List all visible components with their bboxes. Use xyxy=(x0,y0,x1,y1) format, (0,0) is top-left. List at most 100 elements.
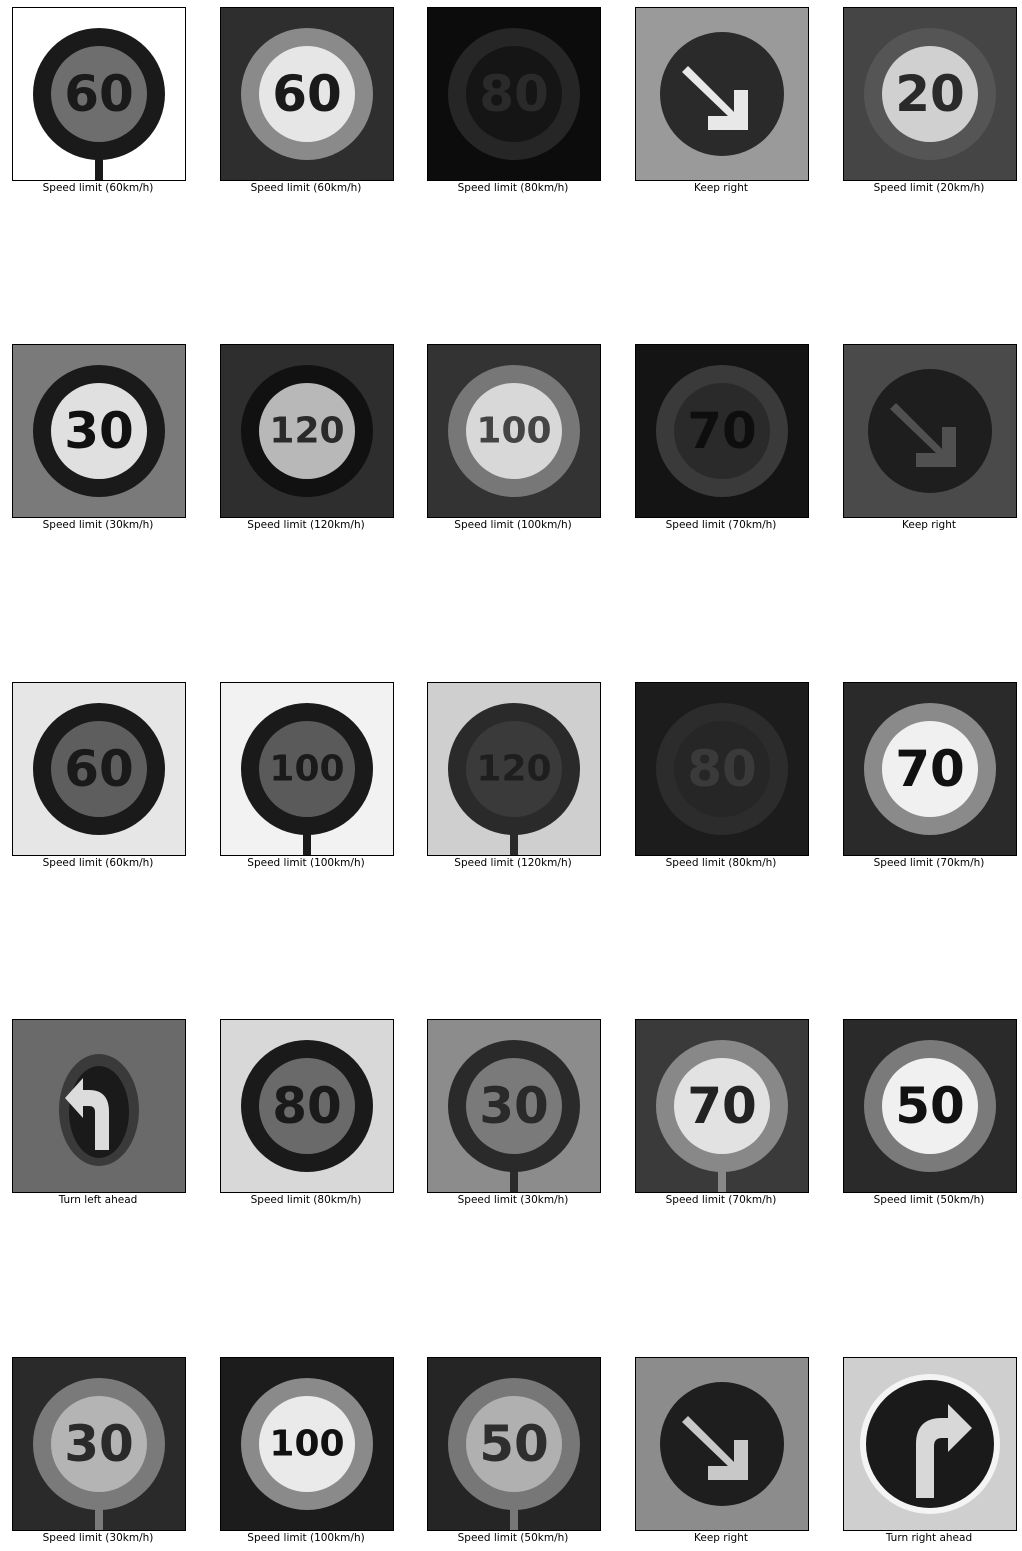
sign-disc xyxy=(868,369,992,493)
sign-face xyxy=(51,46,147,142)
sign-image: 120 xyxy=(427,682,601,856)
sign-label: Keep right xyxy=(694,1532,748,1544)
sign-pole xyxy=(718,1160,726,1192)
sign-face xyxy=(259,1396,355,1492)
sign-image: 60 xyxy=(12,682,186,856)
sign-face xyxy=(882,46,978,142)
sign-label: Speed limit (30km/h) xyxy=(42,1532,154,1544)
sign-pole xyxy=(510,1498,518,1530)
sign-image: 30 xyxy=(12,1357,186,1531)
sign-image xyxy=(843,344,1017,518)
sign-label: Speed limit (30km/h) xyxy=(42,519,154,531)
sign-label: Turn right ahead xyxy=(885,1532,973,1544)
sign-image: 100 xyxy=(427,344,601,518)
sign-image-cell: 120 Speed limit (120km/h) xyxy=(208,337,408,537)
sign-pole xyxy=(510,823,518,855)
traffic-sign: 80 xyxy=(656,703,788,835)
sign-number: 120 xyxy=(269,411,344,452)
sign-label: Speed limit (100km/h) xyxy=(247,857,365,869)
traffic-sign: 60 xyxy=(33,703,165,835)
sign-image-cell: Turn right ahead xyxy=(831,1350,1022,1550)
arrow-down-right-icon xyxy=(682,66,748,130)
sign-label: Speed limit (80km/h) xyxy=(457,182,569,194)
sign-number: 100 xyxy=(476,411,551,452)
arrow-down-right-icon xyxy=(890,403,956,467)
sign-image-cell: 70 Speed limit (70km/h) xyxy=(623,1012,823,1212)
traffic-sign xyxy=(660,32,784,156)
sign-image-cell: Turn left ahead xyxy=(0,1012,200,1212)
sign-label: Speed limit (60km/h) xyxy=(250,182,362,194)
traffic-sign: 30 xyxy=(33,1378,165,1510)
sign-image: 70 xyxy=(635,1019,809,1193)
sign-label: Speed limit (120km/h) xyxy=(454,857,572,869)
sign-image-cell: 30 Speed limit (30km/h) xyxy=(0,337,200,537)
traffic-sign: 100 xyxy=(241,1378,373,1510)
sign-number: 60 xyxy=(64,65,134,123)
sign-number: 100 xyxy=(269,1424,344,1465)
sign-number: 120 xyxy=(476,749,551,790)
traffic-sign: 50 xyxy=(448,1378,580,1510)
sign-image-cell: 60 Speed limit (60km/h) xyxy=(0,675,200,875)
sign-face xyxy=(259,383,355,479)
sign-image-cell: 120 Speed limit (120km/h) xyxy=(415,675,615,875)
sign-image: 70 xyxy=(635,344,809,518)
sign-number: 80 xyxy=(687,740,757,798)
sign-number: 60 xyxy=(272,65,342,123)
sign-label: Speed limit (60km/h) xyxy=(42,182,154,194)
sign-image: 60 xyxy=(220,7,394,181)
sign-disc xyxy=(660,1382,784,1506)
sign-label: Speed limit (70km/h) xyxy=(665,519,777,531)
traffic-sign: 60 xyxy=(241,28,373,160)
sign-pole xyxy=(303,823,311,855)
sign-face xyxy=(674,1058,770,1154)
sign-image xyxy=(635,1357,809,1531)
traffic-sign: 120 xyxy=(448,703,580,835)
sign-pole xyxy=(95,148,103,180)
arrow-down-right-icon xyxy=(682,1416,748,1480)
sign-image-cell: 80 Speed limit (80km/h) xyxy=(415,0,615,200)
sign-image xyxy=(12,1019,186,1193)
sign-label: Speed limit (20km/h) xyxy=(873,182,985,194)
sign-face xyxy=(466,46,562,142)
traffic-sign: 70 xyxy=(656,365,788,497)
sign-image-cell: 30 Speed limit (30km/h) xyxy=(415,1012,615,1212)
traffic-sign: 50 xyxy=(864,1040,996,1172)
sign-image: 80 xyxy=(635,682,809,856)
sign-label: Speed limit (30km/h) xyxy=(457,1194,569,1206)
sign-image: 80 xyxy=(220,1019,394,1193)
sign-pole xyxy=(510,1160,518,1192)
sign-image: 30 xyxy=(12,344,186,518)
sign-image: 50 xyxy=(427,1357,601,1531)
traffic-sign: 70 xyxy=(656,1040,788,1172)
sign-label: Speed limit (100km/h) xyxy=(247,1532,365,1544)
sign-face xyxy=(466,1396,562,1492)
sign-face xyxy=(466,1058,562,1154)
turn-left-arrow-icon xyxy=(65,1078,109,1150)
sign-pole xyxy=(95,1498,103,1530)
sign-face xyxy=(51,383,147,479)
sign-image-cell: 70 Speed limit (70km/h) xyxy=(831,675,1022,875)
sign-image-cell: 30 Speed limit (30km/h) xyxy=(0,1350,200,1550)
sign-image xyxy=(635,7,809,181)
sign-label: Keep right xyxy=(902,519,956,531)
traffic-sign: 70 xyxy=(864,703,996,835)
sign-number: 30 xyxy=(64,402,134,460)
traffic-sign: 100 xyxy=(448,365,580,497)
sign-image-cell: 80 Speed limit (80km/h) xyxy=(208,1012,408,1212)
sign-image-cell: 20 Speed limit (20km/h) xyxy=(831,0,1022,200)
sign-face xyxy=(51,721,147,817)
sign-image-cell: Keep right xyxy=(623,1350,823,1550)
sign-face xyxy=(466,721,562,817)
traffic-sign xyxy=(59,1054,139,1166)
traffic-sign: 120 xyxy=(241,365,373,497)
sign-image: 80 xyxy=(427,7,601,181)
sign-label: Speed limit (120km/h) xyxy=(247,519,365,531)
sign-number: 70 xyxy=(687,1077,757,1135)
sign-face xyxy=(466,383,562,479)
sign-number: 80 xyxy=(272,1077,342,1135)
traffic-sign: 20 xyxy=(864,28,996,160)
sign-number: 30 xyxy=(479,1077,549,1135)
sign-disc xyxy=(660,32,784,156)
sign-label: Speed limit (80km/h) xyxy=(665,857,777,869)
sign-label: Turn left ahead xyxy=(58,1194,138,1206)
